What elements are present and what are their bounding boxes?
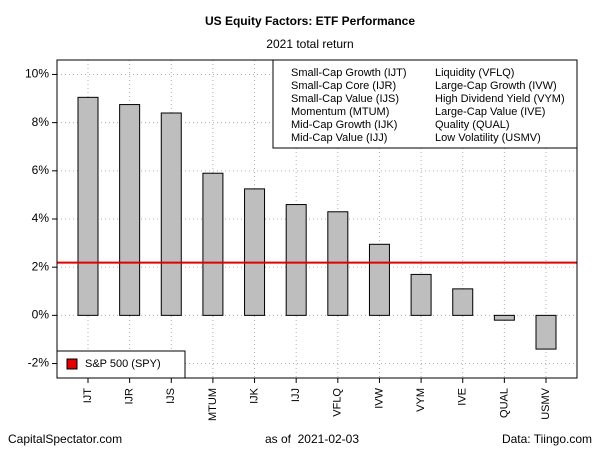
bar — [368, 243, 390, 316]
bar — [535, 314, 557, 350]
y-tick-label: 6% — [32, 163, 50, 177]
bar — [119, 104, 141, 316]
legend-item: Momentum (MTUM) — [291, 106, 389, 118]
legend-item: Mid-Cap Value (IJJ) — [291, 132, 387, 144]
y-tick-label: 4% — [32, 211, 50, 225]
y-tick-label: 0% — [32, 308, 50, 322]
legend-item: Low Volatility (USMV) — [435, 132, 541, 144]
reference-legend-label: S&P 500 (SPY) — [85, 358, 161, 370]
bar — [160, 112, 182, 316]
legend-item: Quality (QUAL) — [435, 119, 510, 131]
bar — [452, 288, 474, 316]
x-tick-label: IJJ — [290, 388, 302, 402]
x-tick-label: IJS — [165, 388, 177, 404]
legend-box — [272, 59, 578, 149]
legend-item: Small-Cap Value (IJS) — [291, 93, 399, 105]
footer-center: as of 2021-02-03 — [265, 432, 359, 446]
x-tick-label: QUAL — [498, 388, 510, 418]
x-tick-label: IVE — [457, 388, 469, 406]
bar — [202, 172, 224, 316]
x-tick-label: VYM — [415, 388, 427, 412]
y-tick-label: -2% — [28, 356, 50, 370]
x-tick-label: IVW — [373, 387, 385, 408]
legend-item: Large-Cap Growth (IVW) — [435, 80, 557, 92]
x-tick-label: IJR — [124, 388, 136, 405]
footer-right: Data: Tiingo.com — [502, 432, 592, 446]
legend-item: Small-Cap Growth (IJT) — [291, 67, 407, 79]
reference-legend-box — [56, 350, 186, 379]
legend-item: Small-Cap Core (IJR) — [291, 80, 396, 92]
y-tick-label: 10% — [25, 67, 49, 81]
footer-left: CapitalSpectator.com — [8, 432, 122, 446]
legend-item: High Dividend Yield (VYM) — [435, 93, 565, 105]
chart-title: US Equity Factors: ETF Performance — [205, 14, 415, 28]
legend-item: Large-Cap Value (IVE) — [435, 106, 545, 118]
y-tick-label: 8% — [32, 115, 50, 129]
legend-item: Mid-Cap Growth (IJK) — [291, 119, 397, 131]
x-tick-label: MTUM — [207, 388, 219, 421]
bar — [285, 204, 307, 316]
bar — [77, 96, 99, 316]
bar — [410, 273, 432, 316]
x-tick-label: VFLQ — [332, 388, 344, 417]
reference-legend-swatch — [66, 358, 78, 370]
x-tick-label: USMV — [540, 387, 552, 419]
x-tick-label: IJK — [248, 387, 260, 404]
x-tick-label: IJT — [82, 388, 94, 404]
bar — [493, 314, 515, 321]
y-tick-label: 2% — [32, 259, 50, 273]
chart-subtitle: 2021 total return — [266, 37, 353, 51]
bar — [244, 188, 266, 316]
legend-item: Liquidity (VFLQ) — [435, 67, 514, 79]
